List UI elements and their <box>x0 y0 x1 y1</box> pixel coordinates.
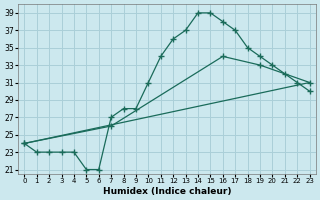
X-axis label: Humidex (Indice chaleur): Humidex (Indice chaleur) <box>103 187 231 196</box>
